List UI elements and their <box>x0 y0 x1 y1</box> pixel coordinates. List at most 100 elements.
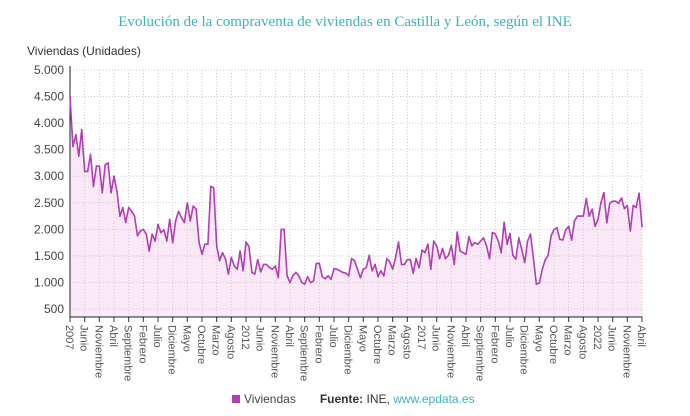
data-point <box>617 202 620 205</box>
data-point <box>383 275 385 277</box>
data-point <box>139 230 142 232</box>
data-point <box>277 276 280 279</box>
x-tick-label: Marzo <box>386 325 398 356</box>
data-point <box>72 145 74 148</box>
data-point <box>312 280 315 282</box>
data-point <box>567 225 570 227</box>
data-point <box>168 218 171 221</box>
data-point <box>453 263 456 266</box>
x-tick-label: 2012 <box>239 325 251 349</box>
x-tick-label: Noviembre <box>268 325 280 378</box>
data-point <box>447 254 450 257</box>
data-point <box>538 282 541 284</box>
data-point <box>133 215 136 217</box>
y-tick-label: 1.500 <box>34 249 64 263</box>
data-point <box>468 235 470 238</box>
data-point <box>371 269 373 272</box>
data-point <box>412 272 415 274</box>
x-tick-label: Abril <box>459 325 471 347</box>
data-point <box>309 281 312 284</box>
legend-label[interactable]: Viviendas <box>244 392 296 406</box>
x-tick-label: Junio <box>254 325 266 351</box>
y-tick-label: 2.000 <box>34 222 64 236</box>
x-tick-label: Diciembre <box>166 325 178 375</box>
x-tick-label: Diciembre <box>342 325 354 375</box>
data-point <box>629 230 632 232</box>
data-point <box>333 267 335 270</box>
data-point <box>432 240 435 242</box>
data-point <box>406 258 409 261</box>
data-point <box>529 233 532 235</box>
data-point <box>397 241 400 243</box>
data-point <box>215 245 218 247</box>
data-point <box>83 170 86 173</box>
x-tick-label: Octubre <box>195 325 207 364</box>
data-point <box>427 243 429 246</box>
data-point <box>579 215 582 217</box>
x-tick-label: Mayo <box>356 325 368 352</box>
data-point <box>418 266 420 269</box>
data-point <box>368 254 371 257</box>
x-tick-label: Noviembre <box>444 325 456 378</box>
data-point <box>588 215 590 217</box>
data-point <box>377 275 379 278</box>
data-point <box>171 241 174 244</box>
data-point <box>292 275 294 277</box>
legend-swatch <box>232 395 240 403</box>
data-point <box>491 231 494 234</box>
data-point <box>603 191 605 194</box>
data-point <box>298 275 300 277</box>
x-tick-label: Febrero <box>488 325 500 364</box>
data-point <box>380 269 382 272</box>
data-point <box>594 225 596 227</box>
data-point <box>233 265 236 267</box>
data-point <box>283 228 285 231</box>
data-point <box>482 237 485 239</box>
data-point <box>356 268 359 270</box>
data-point <box>424 251 426 254</box>
data-point <box>350 257 353 260</box>
source-link[interactable]: www.epdata.es <box>393 392 475 406</box>
data-point <box>212 187 215 189</box>
data-point <box>573 220 576 222</box>
data-point <box>198 241 200 244</box>
data-point <box>626 204 629 207</box>
data-point <box>570 239 573 241</box>
data-point <box>509 232 511 235</box>
data-point <box>289 281 291 284</box>
data-point <box>221 251 224 254</box>
data-point <box>110 191 112 194</box>
data-point <box>192 205 194 207</box>
data-point <box>315 262 318 265</box>
data-point <box>183 221 186 224</box>
x-tick-label: 2022 <box>591 325 603 349</box>
data-point <box>476 243 479 246</box>
x-tick-label: Marzo <box>562 325 574 356</box>
data-point <box>471 245 473 247</box>
data-point <box>107 162 109 164</box>
data-point <box>69 95 71 98</box>
data-point <box>620 197 623 199</box>
data-point <box>441 247 444 250</box>
data-point <box>207 243 209 246</box>
data-point <box>174 220 177 222</box>
data-point <box>201 253 203 256</box>
data-point <box>541 268 544 270</box>
data-point <box>559 238 561 241</box>
data-point <box>104 163 106 166</box>
data-point <box>268 266 271 269</box>
data-point <box>218 259 221 262</box>
data-point <box>421 249 423 251</box>
series-area <box>70 96 642 317</box>
data-point <box>186 201 189 204</box>
x-tick-label: Febrero <box>136 325 148 364</box>
source-note: Fuente: INE, www.epdata.es <box>320 392 475 406</box>
data-point <box>245 241 247 243</box>
data-point <box>582 215 585 217</box>
data-point <box>318 262 321 265</box>
data-point <box>339 269 341 272</box>
data-point <box>163 229 165 231</box>
data-point <box>556 226 558 229</box>
data-point <box>95 165 98 167</box>
data-point <box>632 204 634 207</box>
